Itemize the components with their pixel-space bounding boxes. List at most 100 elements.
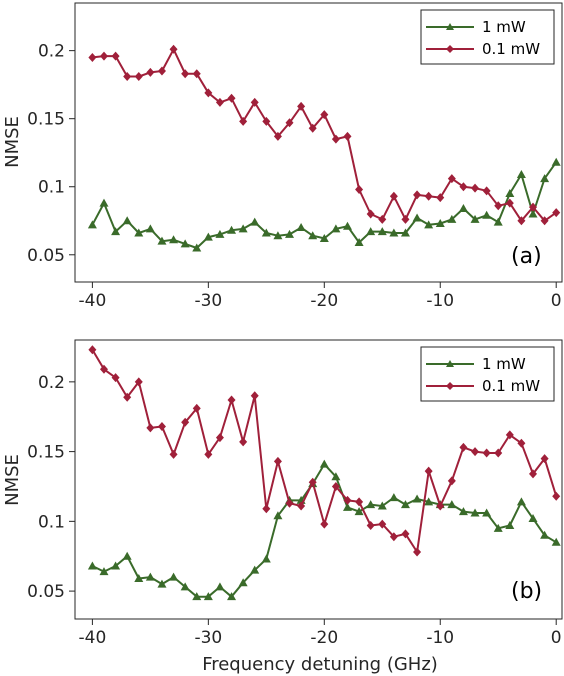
data-point-1-mw bbox=[134, 574, 144, 583]
data-point-1-mw bbox=[493, 523, 503, 532]
x-tick-label: -20 bbox=[310, 628, 338, 648]
data-point-0-1-mw bbox=[331, 481, 340, 491]
x-tick-label: -40 bbox=[79, 628, 107, 648]
data-point-1-mw bbox=[87, 220, 97, 229]
y-tick-label: 0.15 bbox=[27, 110, 65, 130]
data-point-1-mw bbox=[458, 204, 468, 213]
data-point-0-1-mw bbox=[88, 345, 97, 355]
data-point-0-1-mw bbox=[494, 448, 503, 458]
data-point-1-mw bbox=[227, 225, 237, 234]
data-point-0-1-mw bbox=[123, 392, 132, 402]
data-point-1-mw bbox=[273, 511, 283, 520]
plot-area-frame bbox=[74, 2, 563, 283]
data-point-1-mw bbox=[540, 174, 550, 183]
data-point-1-mw bbox=[389, 493, 399, 502]
legend-label-1mw: 1 mW bbox=[482, 18, 526, 36]
data-point-0-1-mw bbox=[250, 97, 259, 107]
legend-marker-01mw bbox=[446, 382, 454, 390]
data-point-1-mw bbox=[377, 501, 387, 510]
data-point-0-1-mw bbox=[262, 504, 271, 514]
data-point-0-1-mw bbox=[389, 532, 398, 542]
data-point-1-mw bbox=[273, 231, 283, 240]
panel-label: (a) bbox=[511, 244, 542, 269]
data-point-0-1-mw bbox=[192, 403, 201, 413]
data-point-0-1-mw bbox=[239, 437, 248, 447]
y-tick-label: 0.2 bbox=[38, 42, 65, 62]
data-point-0-1-mw bbox=[99, 51, 108, 61]
data-point-1-mw bbox=[122, 551, 132, 560]
data-point-0-1-mw bbox=[146, 67, 155, 77]
data-point-1-mw bbox=[342, 221, 352, 230]
y-tick-label: 0.1 bbox=[38, 512, 65, 532]
data-point-0-1-mw bbox=[146, 423, 155, 433]
y-axis-title: NMSE bbox=[2, 454, 23, 506]
data-point-1-mw bbox=[99, 567, 109, 576]
x-tick-label: -30 bbox=[194, 628, 222, 648]
data-point-1-mw bbox=[389, 228, 399, 237]
data-point-1-mw bbox=[424, 497, 434, 506]
data-point-1-mw bbox=[540, 530, 550, 539]
data-point-1-mw bbox=[203, 592, 213, 601]
legend-label-1mw: 1 mW bbox=[482, 355, 526, 373]
x-tick-label: 0 bbox=[551, 628, 562, 648]
legend-box bbox=[420, 346, 555, 402]
data-point-1-mw bbox=[528, 209, 538, 218]
x-tick-label: -30 bbox=[194, 291, 222, 311]
y-tick-label: 0.15 bbox=[27, 443, 65, 463]
data-point-0-1-mw bbox=[424, 466, 433, 476]
data-point-0-1-mw bbox=[552, 208, 561, 218]
data-point-1-mw bbox=[87, 561, 97, 570]
data-point-1-mw bbox=[157, 236, 167, 245]
data-point-0-1-mw bbox=[134, 377, 143, 387]
data-point-0-1-mw bbox=[204, 88, 213, 98]
series-line-1-mw bbox=[91, 463, 557, 598]
data-point-1-mw bbox=[470, 508, 480, 517]
data-point-0-1-mw bbox=[297, 101, 306, 111]
data-point-0-1-mw bbox=[111, 373, 120, 383]
data-point-1-mw bbox=[169, 572, 179, 581]
data-point-0-1-mw bbox=[482, 448, 491, 458]
data-point-0-1-mw bbox=[169, 449, 178, 459]
data-point-0-1-mw bbox=[389, 191, 398, 201]
data-point-1-mw bbox=[192, 592, 202, 601]
panel-b: -40 -30 -20 -10 0 0.05 0.1 0.15 0.2 NMSE Frequen… bbox=[2, 339, 563, 675]
data-point-0-1-mw bbox=[297, 501, 306, 511]
y-tick-label: 0.1 bbox=[38, 178, 65, 198]
data-point-0-1-mw bbox=[413, 190, 422, 200]
data-point-0-1-mw bbox=[239, 116, 248, 126]
legend-label-01mw: 0.1 mW bbox=[482, 40, 540, 58]
data-point-1-mw bbox=[261, 554, 271, 563]
data-point-1-mw bbox=[354, 238, 364, 247]
data-point-0-1-mw bbox=[436, 501, 445, 511]
data-point-1-mw bbox=[447, 214, 457, 223]
data-point-0-1-mw bbox=[285, 498, 294, 508]
data-point-1-mw bbox=[516, 169, 526, 178]
data-point-1-mw bbox=[145, 224, 155, 233]
data-point-1-mw bbox=[238, 224, 248, 233]
y-tick-label: 0.05 bbox=[27, 246, 65, 266]
data-point-0-1-mw bbox=[552, 491, 561, 501]
data-point-0-1-mw bbox=[378, 214, 387, 224]
x-tick-label: -40 bbox=[79, 291, 107, 311]
data-point-0-1-mw bbox=[181, 417, 190, 427]
x-tick-label: -10 bbox=[426, 628, 454, 648]
data-point-0-1-mw bbox=[505, 198, 514, 208]
data-point-0-1-mw bbox=[436, 193, 445, 203]
data-point-0-1-mw bbox=[459, 182, 468, 192]
data-point-0-1-mw bbox=[517, 438, 526, 448]
data-point-1-mw bbox=[250, 217, 260, 226]
axis-ticks: -40 -30 -20 -10 0 0.05 0.1 0.15 0.2 bbox=[27, 373, 561, 648]
data-point-0-1-mw bbox=[529, 202, 538, 212]
data-point-0-1-mw bbox=[157, 421, 166, 431]
data-point-1-mw bbox=[111, 227, 121, 236]
data-point-1-mw bbox=[308, 231, 318, 240]
data-point-0-1-mw bbox=[262, 116, 271, 126]
data-point-0-1-mw bbox=[529, 469, 538, 479]
data-point-1-mw bbox=[458, 507, 468, 516]
data-point-1-mw bbox=[203, 232, 213, 241]
data-point-0-1-mw bbox=[215, 433, 224, 443]
data-point-1-mw bbox=[505, 521, 515, 530]
x-axis-title: Frequency detuning (GHz) bbox=[202, 654, 438, 675]
data-point-1-mw bbox=[99, 198, 109, 207]
